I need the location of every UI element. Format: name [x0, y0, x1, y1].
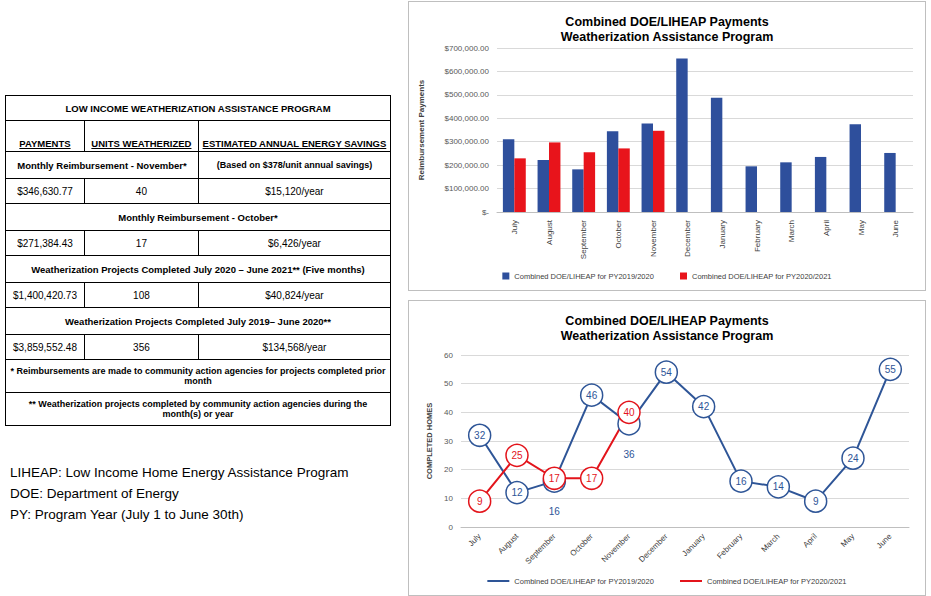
- svg-text:Combined DOE/LIHEAP for PY2020: Combined DOE/LIHEAP for PY2020/2021: [707, 577, 847, 586]
- svg-text:$-: $-: [482, 208, 489, 217]
- svg-text:June: June: [891, 219, 900, 237]
- svg-text:March: March: [787, 220, 796, 242]
- svg-text:32: 32: [474, 430, 486, 441]
- html-text:$15,120/year: $15,120/year: [265, 185, 324, 197]
- svg-text:September: September: [579, 220, 588, 259]
- html-text:UNITS WEATHERIZED: UNITS WEATHERIZED: [91, 138, 192, 149]
- html-text:ESTIMATED ANNUAL ENERGY SAVING: ESTIMATED ANNUAL ENERGY SAVINGS: [202, 138, 387, 149]
- svg-text:55: 55: [885, 364, 897, 375]
- svg-text:36: 36: [623, 449, 635, 460]
- svg-text:Combined DOE/LIHEAP Payments: Combined DOE/LIHEAP Payments: [565, 314, 768, 328]
- html-text:PY: Program Year (July 1 to Ju: PY: Program Year (July 1 to June 30th): [10, 507, 244, 522]
- svg-text:16: 16: [735, 476, 747, 487]
- html-text:(Based on $378/unit annual sav: (Based on $378/unit annual savings): [216, 160, 373, 170]
- svg-text:40: 40: [444, 408, 453, 417]
- html-text:$6,426/year: $6,426/year: [268, 237, 321, 249]
- svg-text:Weatherization Assistance Prog: Weatherization Assistance Program: [561, 329, 774, 343]
- svg-text:$300,000.00: $300,000.00: [445, 137, 490, 146]
- html-text:Monthly Reimbursement - Novemb: Monthly Reimbursement - November*: [17, 159, 187, 171]
- svg-text:50: 50: [444, 379, 453, 388]
- svg-text:December: December: [683, 220, 692, 257]
- html-text:40: 40: [135, 185, 147, 197]
- html-text:108: 108: [133, 289, 150, 301]
- html-text:$40,824/year: $40,824/year: [265, 289, 324, 301]
- svg-text:June: June: [875, 531, 894, 550]
- svg-text:42: 42: [698, 401, 710, 412]
- html-text:$1,400,420.73: $1,400,420.73: [13, 289, 77, 301]
- svg-text:July: July: [466, 532, 482, 548]
- svg-text:$200,000.00: $200,000.00: [445, 161, 490, 170]
- html-text:DOE: Department of Energy: DOE: Department of Energy: [10, 486, 179, 501]
- svg-text:25: 25: [511, 450, 523, 461]
- html-text:Weatherization Projects Comple: Weatherization Projects Completed July 2…: [65, 315, 331, 327]
- svg-text:Combined DOE/LIHEAP for PY2020: Combined DOE/LIHEAP for PY2020/2021: [692, 272, 832, 281]
- svg-text:$100,000.00: $100,000.00: [445, 184, 490, 193]
- html-text:$271,384.43: $271,384.43: [17, 237, 73, 249]
- html-text:356: 356: [133, 341, 150, 353]
- svg-text:Combined DOE/LIHEAP for PY2019: Combined DOE/LIHEAP for PY2019/2020: [514, 272, 654, 281]
- html-text:Weatherization Projects Comple: Weatherization Projects Completed July 2…: [31, 263, 365, 275]
- svg-text:12: 12: [511, 487, 523, 498]
- svg-text:May: May: [839, 532, 856, 549]
- html-text:* Reimbursements are made to c: * Reimbursements are made to community a…: [10, 366, 386, 386]
- svg-text:November: November: [600, 532, 633, 565]
- svg-text:May: May: [857, 220, 866, 235]
- svg-text:Combined DOE/LIHEAP Payments: Combined DOE/LIHEAP Payments: [565, 15, 768, 29]
- html-text:PAYMENTS: PAYMENTS: [19, 138, 71, 149]
- svg-text:January: January: [680, 532, 706, 558]
- svg-text:9: 9: [477, 496, 483, 507]
- svg-text:14: 14: [773, 481, 785, 492]
- html-text:LOW INCOME WEATHERIZATION ASSI: LOW INCOME WEATHERIZATION ASSISTANCE PRO…: [65, 102, 331, 114]
- svg-text:$600,000.00: $600,000.00: [445, 67, 490, 76]
- svg-text:0: 0: [449, 523, 454, 532]
- svg-text:$500,000.00: $500,000.00: [445, 90, 490, 99]
- svg-text:August: August: [545, 219, 554, 245]
- html-text:$3,859,552.48: $3,859,552.48: [13, 341, 77, 353]
- svg-text:COMPLETED HOMES: COMPLETED HOMES: [425, 403, 434, 480]
- svg-text:16: 16: [549, 506, 561, 517]
- svg-text:March: March: [759, 532, 781, 554]
- html-text:17: 17: [135, 237, 147, 249]
- svg-text:November: November: [649, 220, 658, 257]
- svg-text:Reimbursement Payments: Reimbursement Payments: [417, 79, 426, 180]
- svg-text:$400,000.00: $400,000.00: [445, 114, 490, 123]
- html-text:Monthly Reimbursement - Octobe: Monthly Reimbursement - October*: [118, 211, 278, 223]
- svg-text:September: September: [524, 532, 558, 566]
- svg-text:April: April: [822, 220, 831, 236]
- svg-text:20: 20: [444, 465, 453, 474]
- svg-text:24: 24: [847, 453, 859, 464]
- html-text:$134,568/year: $134,568/year: [262, 341, 327, 353]
- svg-text:17: 17: [549, 473, 561, 484]
- svg-text:February: February: [753, 220, 762, 252]
- svg-text:October: October: [614, 220, 623, 249]
- html-text:$346,630.77: $346,630.77: [17, 185, 73, 197]
- svg-text:10: 10: [444, 494, 453, 503]
- svg-text:60: 60: [444, 351, 453, 360]
- svg-text:46: 46: [586, 390, 598, 401]
- html-text:** Weatherization projects com: ** Weatherization projects completed by …: [28, 399, 368, 419]
- svg-text:17: 17: [586, 473, 598, 484]
- svg-text:30: 30: [444, 437, 453, 446]
- svg-text:$700,000.00: $700,000.00: [445, 44, 490, 53]
- svg-text:40: 40: [623, 407, 635, 418]
- svg-text:February: February: [715, 532, 744, 561]
- html-text:LIHEAP: Low Income Home Energy: LIHEAP: Low Income Home Energy Assistanc…: [10, 465, 349, 480]
- svg-text:July: July: [510, 220, 519, 234]
- svg-text:Combined DOE/LIHEAP for PY2019: Combined DOE/LIHEAP for PY2019/2020: [514, 577, 654, 586]
- svg-text:August: August: [496, 531, 520, 555]
- svg-text:December: December: [637, 532, 670, 565]
- svg-text:October: October: [568, 532, 595, 559]
- svg-text:Weatherization Assistance Prog: Weatherization Assistance Program: [561, 30, 774, 44]
- svg-text:April: April: [801, 532, 819, 550]
- svg-text:January: January: [718, 220, 727, 248]
- svg-text:54: 54: [661, 367, 673, 378]
- svg-text:9: 9: [813, 496, 819, 507]
